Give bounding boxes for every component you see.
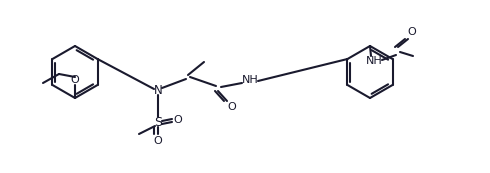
Text: O: O	[408, 27, 416, 37]
Text: O: O	[71, 75, 79, 85]
Text: S: S	[154, 116, 162, 129]
Text: O: O	[173, 115, 182, 125]
Text: NH: NH	[242, 75, 258, 85]
Text: N: N	[154, 84, 162, 97]
Text: NH: NH	[366, 56, 382, 66]
Text: O: O	[154, 136, 162, 146]
Text: O: O	[228, 102, 236, 112]
